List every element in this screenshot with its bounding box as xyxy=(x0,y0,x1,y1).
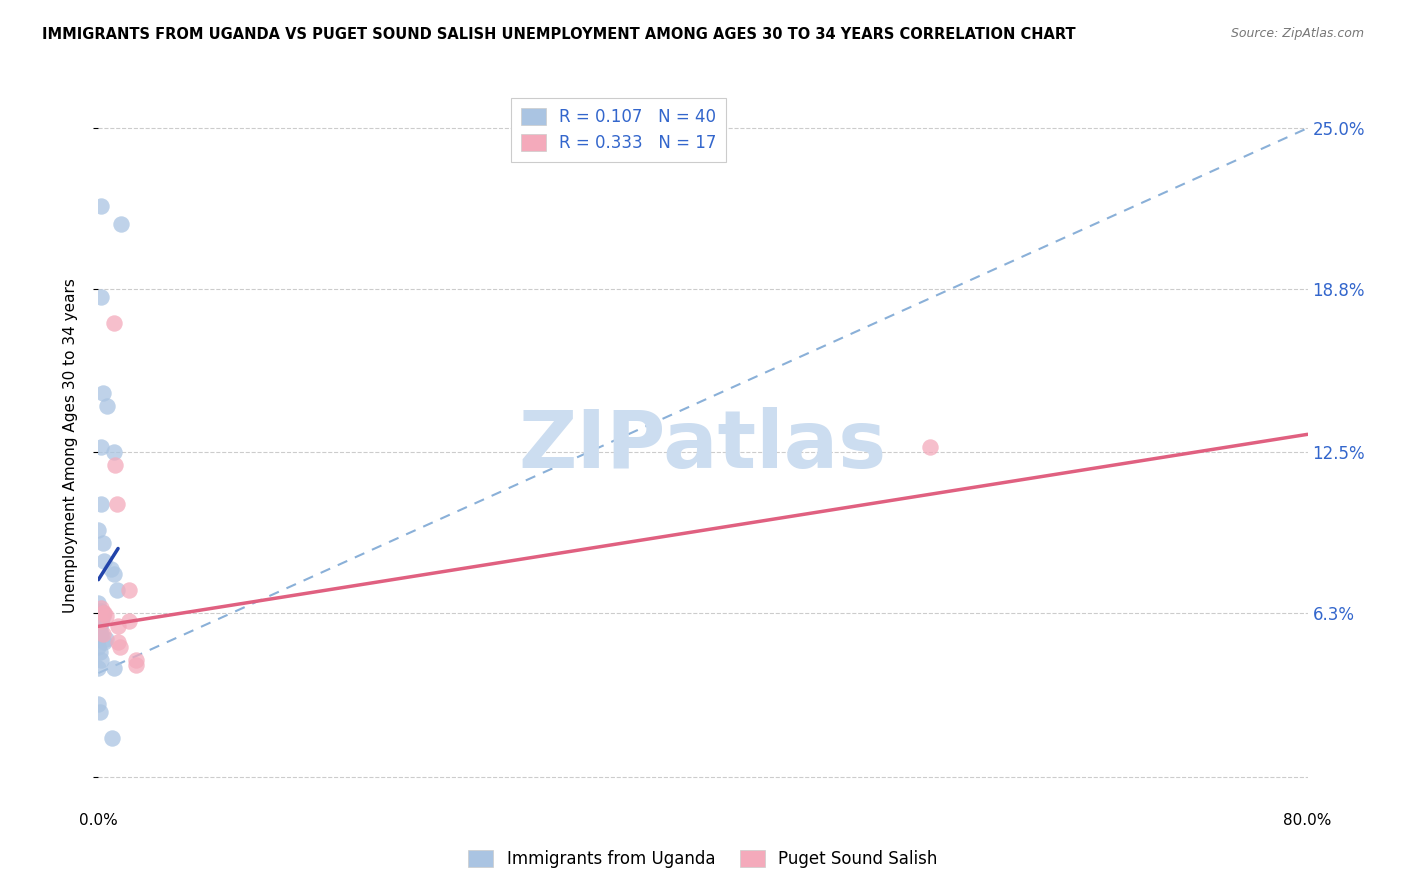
Point xyxy=(89,627,111,641)
Text: Source: ZipAtlas.com: Source: ZipAtlas.com xyxy=(1230,27,1364,40)
Point xyxy=(103,445,125,459)
Point xyxy=(87,630,110,644)
Point xyxy=(87,524,110,538)
Point xyxy=(118,614,141,628)
Point xyxy=(90,614,112,628)
Point xyxy=(87,632,110,647)
Point xyxy=(89,705,111,719)
Point xyxy=(103,661,125,675)
Point xyxy=(91,607,114,621)
Point xyxy=(89,645,111,659)
Point xyxy=(107,619,129,633)
Point xyxy=(118,582,141,597)
Point xyxy=(87,609,110,624)
Point xyxy=(105,582,128,597)
Point xyxy=(90,440,112,454)
Point xyxy=(103,567,125,582)
Point xyxy=(96,399,118,413)
Point xyxy=(110,217,132,231)
Point xyxy=(90,199,112,213)
Point xyxy=(107,635,129,649)
Point xyxy=(104,458,127,473)
Point xyxy=(90,601,112,615)
Point xyxy=(91,385,114,400)
Point xyxy=(91,609,114,624)
Legend: R = 0.107   N = 40, R = 0.333   N = 17: R = 0.107 N = 40, R = 0.333 N = 17 xyxy=(510,97,727,162)
Point xyxy=(101,731,124,745)
Point xyxy=(89,622,111,636)
Legend: Immigrants from Uganda, Puget Sound Salish: Immigrants from Uganda, Puget Sound Sali… xyxy=(461,843,945,875)
Point xyxy=(90,614,112,628)
Point xyxy=(90,604,112,618)
Point xyxy=(103,316,125,330)
Point xyxy=(94,609,117,624)
Point xyxy=(90,290,112,304)
Point xyxy=(93,607,115,621)
Point xyxy=(87,596,110,610)
Point xyxy=(125,653,148,667)
Point xyxy=(93,554,115,568)
Point xyxy=(108,640,131,654)
Point xyxy=(91,607,114,621)
Point xyxy=(94,632,117,647)
Point xyxy=(89,611,111,625)
Point xyxy=(91,627,114,641)
Y-axis label: Unemployment Among Ages 30 to 34 years: Unemployment Among Ages 30 to 34 years xyxy=(63,278,77,614)
Point xyxy=(87,697,110,711)
Point xyxy=(91,536,114,550)
Point xyxy=(87,619,110,633)
Point xyxy=(125,658,148,673)
Point xyxy=(89,604,111,618)
Point xyxy=(100,562,122,576)
Point xyxy=(87,640,110,654)
Point xyxy=(89,619,111,633)
Point xyxy=(918,440,941,454)
Text: IMMIGRANTS FROM UGANDA VS PUGET SOUND SALISH UNEMPLOYMENT AMONG AGES 30 TO 34 YE: IMMIGRANTS FROM UGANDA VS PUGET SOUND SA… xyxy=(42,27,1076,42)
Point xyxy=(90,653,112,667)
Point xyxy=(105,497,128,511)
Point xyxy=(90,627,112,641)
Point xyxy=(87,614,110,628)
Point xyxy=(90,497,112,511)
Text: ZIPatlas: ZIPatlas xyxy=(519,407,887,485)
Point xyxy=(87,661,110,675)
Point xyxy=(93,635,115,649)
